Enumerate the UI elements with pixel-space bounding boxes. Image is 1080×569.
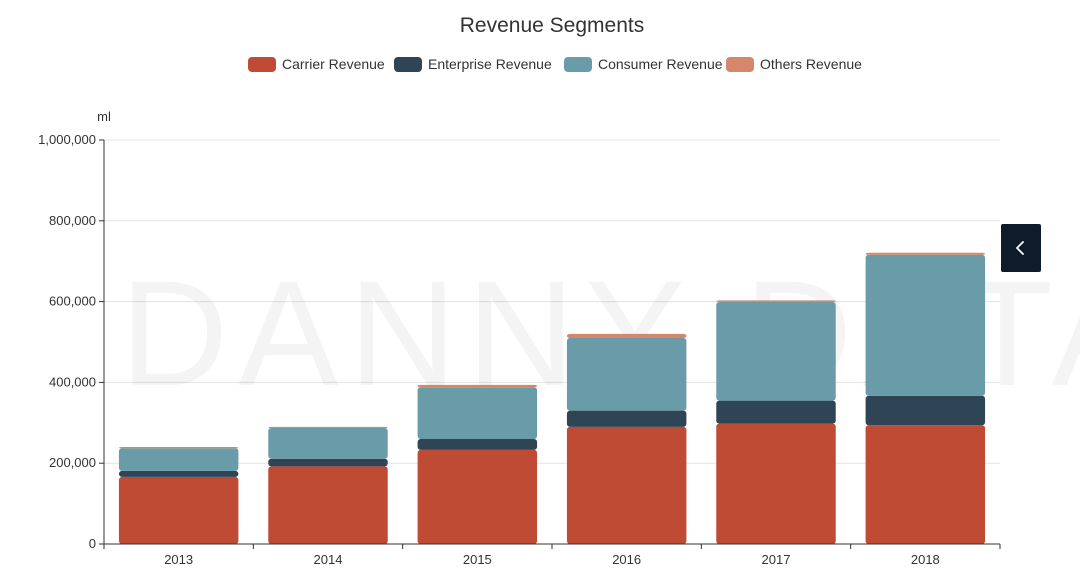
- bars: [118, 252, 986, 544]
- bar-enterprise-revenue-2015[interactable]: [417, 438, 538, 450]
- bar-consumer-revenue-2017[interactable]: [716, 302, 836, 401]
- chevron-left-icon: [1016, 241, 1024, 255]
- bar-consumer-revenue-2013[interactable]: [118, 448, 239, 471]
- x-tick-label: 2016: [612, 552, 641, 567]
- bar-enterprise-revenue-2014[interactable]: [268, 458, 388, 467]
- bar-others-revenue-2013[interactable]: [118, 447, 239, 449]
- bar-consumer-revenue-2016[interactable]: [566, 337, 687, 411]
- bar-enterprise-revenue-2013[interactable]: [118, 470, 239, 477]
- legend-item-enterprise-revenue[interactable]: Enterprise Revenue: [394, 56, 552, 72]
- bar-enterprise-revenue-2017[interactable]: [716, 400, 836, 424]
- legend-label: Enterprise Revenue: [428, 56, 552, 72]
- y-axis-unit: ml: [97, 109, 111, 124]
- x-tick-label: 2013: [164, 552, 193, 567]
- legend-label: Carrier Revenue: [282, 56, 385, 72]
- x-tick-label: 2017: [762, 552, 791, 567]
- bar-enterprise-revenue-2016[interactable]: [566, 410, 687, 427]
- legend-swatch: [726, 57, 754, 72]
- x-tick-label: 2018: [911, 552, 940, 567]
- legend: Carrier Revenue Enterprise Revenue Consume…: [248, 56, 862, 72]
- bar-carrier-revenue-2013[interactable]: [118, 476, 239, 544]
- y-tick-label: 0: [89, 536, 96, 551]
- legend-item-others-revenue[interactable]: Others Revenue: [726, 56, 862, 72]
- x-tick-label: 2014: [314, 552, 343, 567]
- chart-title: Revenue Segments: [460, 14, 644, 37]
- x-tick-label: 2015: [463, 552, 492, 567]
- bar-carrier-revenue-2014[interactable]: [268, 466, 388, 544]
- y-tick-label: 400,000: [49, 374, 96, 389]
- bar-carrier-revenue-2016[interactable]: [566, 426, 687, 544]
- bar-others-revenue-2017[interactable]: [716, 300, 836, 303]
- bar-others-revenue-2015[interactable]: [417, 384, 538, 388]
- y-tick-label: 200,000: [49, 455, 96, 470]
- bar-consumer-revenue-2014[interactable]: [268, 428, 388, 459]
- legend-label: Consumer Revenue: [598, 56, 723, 72]
- bar-others-revenue-2014[interactable]: [268, 426, 388, 429]
- legend-swatch: [394, 57, 422, 72]
- y-tick-label: 1,000,000: [38, 132, 96, 147]
- y-tick-label: 800,000: [49, 213, 96, 228]
- legend-item-consumer-revenue[interactable]: Consumer Revenue: [564, 56, 723, 72]
- bar-carrier-revenue-2015[interactable]: [417, 449, 538, 544]
- axes: 0 200,000 400,000 600,000 800,000 1,000,000 20…: [38, 132, 1001, 567]
- legend-item-carrier-revenue[interactable]: Carrier Revenue: [248, 56, 385, 72]
- bar-enterprise-revenue-2018[interactable]: [865, 395, 986, 426]
- legend-swatch: [564, 57, 592, 72]
- bar-others-revenue-2018[interactable]: [865, 252, 986, 255]
- bar-others-revenue-2016[interactable]: [566, 333, 687, 338]
- y-tick-label: 600,000: [49, 294, 96, 309]
- grid-lines: [104, 139, 1000, 464]
- legend-label: Others Revenue: [760, 56, 862, 72]
- bar-consumer-revenue-2015[interactable]: [417, 387, 538, 439]
- bar-carrier-revenue-2018[interactable]: [865, 425, 986, 544]
- collapse-panel-button[interactable]: [1001, 224, 1041, 272]
- bar-consumer-revenue-2018[interactable]: [865, 254, 986, 396]
- legend-swatch: [248, 57, 276, 72]
- bar-carrier-revenue-2017[interactable]: [716, 423, 836, 544]
